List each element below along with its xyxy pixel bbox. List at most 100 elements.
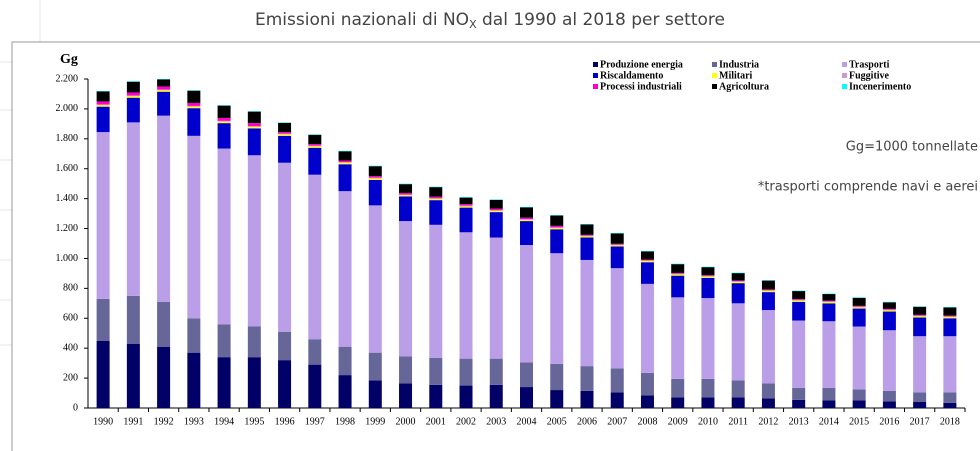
bar-segment <box>852 297 866 306</box>
bar-segment <box>761 290 775 291</box>
x-tick-label: 1999 <box>365 416 385 427</box>
x-tick-label: 2004 <box>517 416 537 427</box>
bar-segment <box>308 174 322 340</box>
bar-segment <box>852 400 866 408</box>
legend-swatch <box>842 84 847 89</box>
legend-swatch <box>842 62 847 67</box>
bar-segment <box>247 126 261 127</box>
x-tick-label: 2003 <box>486 416 506 427</box>
x-tick-label: 1996 <box>275 416 295 427</box>
bar-segment <box>399 194 413 196</box>
legend-swatch <box>593 73 598 78</box>
bar-segment <box>520 207 533 218</box>
bar-segment <box>429 224 443 358</box>
bar-segment <box>187 318 201 353</box>
x-tick-label: 2005 <box>547 416 567 427</box>
bar-segment <box>610 243 624 245</box>
bar-segment <box>489 199 503 209</box>
bar-segment <box>882 302 896 309</box>
x-tick-label: 2001 <box>426 416 446 427</box>
y-tick-label: 800 <box>63 283 78 294</box>
bar-segment <box>278 132 292 134</box>
bar-segment <box>761 310 775 384</box>
x-tick-label: 2014 <box>819 416 839 427</box>
legend-label: Militari <box>719 70 753 81</box>
bar-segment <box>96 106 110 133</box>
bar-segment <box>399 383 413 408</box>
bar-segment <box>882 308 896 310</box>
bar-segment <box>520 362 533 388</box>
bar-segment <box>580 235 594 237</box>
bar-segment <box>882 309 896 311</box>
legend-swatch <box>593 84 598 89</box>
annotation: Gg=1000 tonnellate <box>846 140 978 155</box>
bar-segment <box>429 187 443 197</box>
bar-segment <box>157 115 171 302</box>
bar-segment <box>338 160 352 162</box>
bar-segment <box>550 363 564 391</box>
bar-segment <box>489 358 503 385</box>
bar-segment <box>157 90 171 92</box>
bar-segment <box>429 357 443 385</box>
bar-segment <box>399 221 413 357</box>
bar-segment <box>368 166 382 177</box>
bar-segment <box>792 301 806 321</box>
bar-segment <box>580 224 594 235</box>
x-tick-label: 1991 <box>123 416 143 427</box>
bar-segment <box>761 289 775 291</box>
bar-segment <box>489 210 503 213</box>
legend-swatch <box>712 62 717 67</box>
x-tick-label: 1992 <box>154 416 174 427</box>
bar-segment <box>671 264 685 273</box>
bar-segment <box>187 90 201 103</box>
bar-segment <box>792 320 806 388</box>
bar-segment <box>459 207 473 233</box>
bar-segment <box>761 290 775 293</box>
bar-segment <box>640 260 654 263</box>
bar-segment <box>126 295 140 344</box>
x-tick-label: 1994 <box>214 416 234 427</box>
bar-segment <box>792 387 806 400</box>
bar-segment <box>701 397 715 408</box>
bar-segment <box>913 316 927 318</box>
y-tick-label: 1.200 <box>56 223 79 234</box>
bar-segment <box>96 298 110 341</box>
bar-segment <box>701 275 715 277</box>
bar-segment <box>338 162 352 165</box>
bar-segment <box>308 146 322 148</box>
bar-segment <box>852 326 866 390</box>
bar-segment <box>610 368 624 393</box>
bar-segment <box>520 244 533 363</box>
title-subscript: X <box>469 18 477 31</box>
bar-segment <box>640 372 654 396</box>
bar-segment <box>126 97 140 123</box>
x-tick-label: 1993 <box>184 416 204 427</box>
bar-segment <box>459 358 473 386</box>
bar-segment <box>96 340 110 408</box>
bar-segment <box>368 352 382 381</box>
bar-segment <box>489 210 503 211</box>
bar-segment <box>187 108 201 136</box>
bar-segment <box>399 192 413 195</box>
bar-segment <box>792 299 806 301</box>
bar-segment <box>187 105 201 107</box>
bar-segment <box>761 292 775 311</box>
bar-segment <box>96 105 110 107</box>
title-part: Emissioni nazionali di NO <box>255 10 469 30</box>
bar-segment <box>278 360 292 408</box>
bar-segment <box>126 96 140 98</box>
bar-segment <box>671 297 685 379</box>
bar-segment <box>187 135 201 319</box>
bar-segment <box>368 205 382 353</box>
legend-label: Fuggitive <box>849 70 890 81</box>
bar-segment <box>399 356 413 384</box>
x-tick-label: 2011 <box>728 416 748 427</box>
bar-segment <box>731 273 745 281</box>
x-tick-label: 2000 <box>396 416 416 427</box>
bar-segment <box>943 402 957 408</box>
bar-segment <box>187 352 201 408</box>
bar-segment <box>217 357 231 408</box>
bar-segment <box>943 318 957 337</box>
bar-segment <box>368 176 382 178</box>
legend-swatch <box>593 62 598 67</box>
